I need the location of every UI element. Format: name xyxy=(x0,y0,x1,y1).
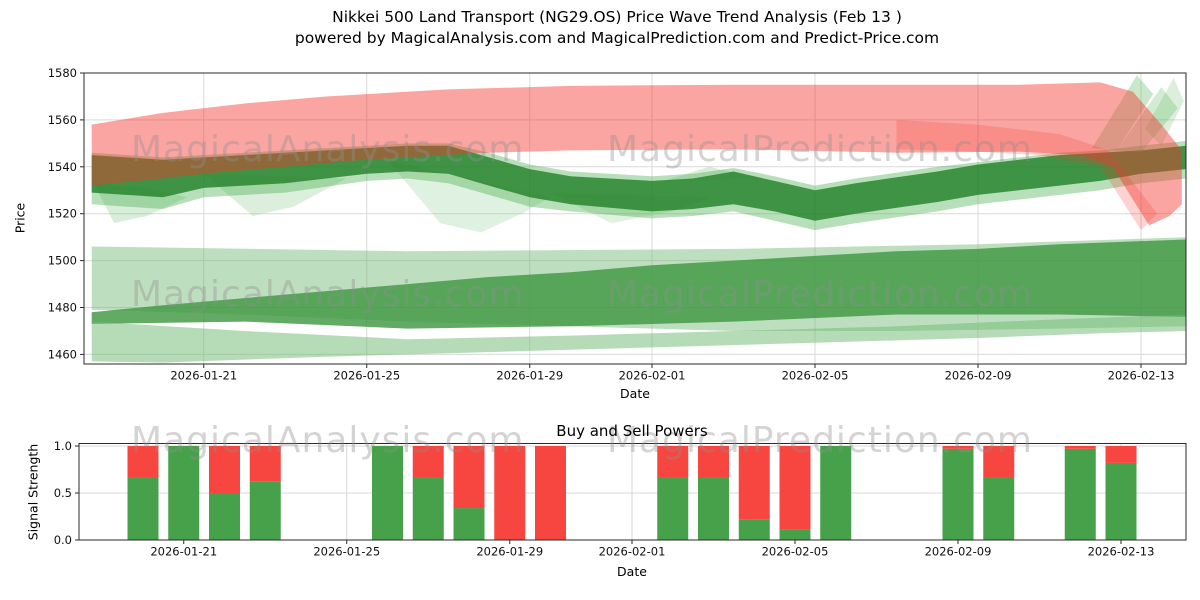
buy-bar-2026-02-12 xyxy=(1064,448,1096,540)
tick-label-y: 1580 xyxy=(48,66,77,80)
tick-label-x: 2026-02-09 xyxy=(925,545,992,559)
tick-label-x: 2026-02-09 xyxy=(945,369,1012,383)
sell-bar-2026-01-27 xyxy=(412,446,444,478)
tick-label-y: 1520 xyxy=(48,207,77,221)
band-sell-band-main xyxy=(91,82,1182,226)
price-axis-label: Price xyxy=(12,202,28,234)
sell-bar-2026-02-04 xyxy=(738,446,770,520)
tick-label-x: 2026-02-01 xyxy=(599,545,666,559)
buy-bar-2026-02-09 xyxy=(942,448,974,540)
band-wisp-3 xyxy=(387,159,551,233)
tick-label-y: 1540 xyxy=(48,160,77,174)
buy-bar-2026-01-28 xyxy=(453,508,485,540)
sell-bar-2026-01-29 xyxy=(494,446,526,540)
band-mid-band-dark xyxy=(91,239,1186,329)
tick-label-x: 2026-02-01 xyxy=(619,369,686,383)
tick-label-x: 2026-01-29 xyxy=(496,369,563,383)
tick-label-x: 2026-02-13 xyxy=(1088,545,1155,559)
tick-label-x: 2026-01-21 xyxy=(170,369,237,383)
buy-bar-2026-01-23 xyxy=(249,481,281,540)
tick-label-y: 0.5 xyxy=(54,486,72,500)
band-spike-3 xyxy=(1145,77,1184,146)
date-axis-label-bottom: Date xyxy=(617,564,647,579)
band-main-band-core xyxy=(91,145,1186,221)
tick-label-y: 1.0 xyxy=(54,439,72,453)
sell-bar-2026-02-13 xyxy=(1105,446,1137,463)
buy-bar-2026-01-26 xyxy=(372,446,403,540)
buy-bar-2026-02-05 xyxy=(779,529,811,540)
figure-title-line1: Nikkei 500 Land Transport (NG29.OS) Pric… xyxy=(332,8,902,26)
band-spike-2 xyxy=(1116,87,1178,153)
tick-label-x: 2026-01-25 xyxy=(313,545,380,559)
tick-label-x: 2026-01-25 xyxy=(333,369,400,383)
buy-bar-2026-01-21 xyxy=(168,446,200,540)
tick-label-y: 1460 xyxy=(48,347,77,361)
buy-bar-2026-02-04 xyxy=(738,519,770,540)
tick-label-x: 2026-01-21 xyxy=(150,545,217,559)
sell-bar-2026-02-05 xyxy=(779,446,811,530)
tick-label-x: 2026-02-05 xyxy=(782,369,849,383)
tick-label-y: 0.0 xyxy=(54,533,72,547)
tick-label-y: 1500 xyxy=(48,254,77,268)
price-plot-frame xyxy=(83,72,1187,365)
signal-axis-label: Signal Strength xyxy=(25,443,41,541)
band-low-band-light xyxy=(91,314,1186,363)
buy-bar-2026-02-10 xyxy=(983,477,1015,540)
buy-bar-2026-01-27 xyxy=(412,477,444,540)
tick-label-x: 2026-02-13 xyxy=(1108,369,1175,383)
buy-bar-2026-02-02 xyxy=(657,477,689,540)
figure-title-line2: powered by MagicalAnalysis.com and Magic… xyxy=(294,29,940,47)
tick-label-x: 2026-01-29 xyxy=(476,545,543,559)
buy-bar-2026-01-22 xyxy=(209,493,240,540)
band-spike-1 xyxy=(1092,75,1154,151)
buy-bar-2026-02-03 xyxy=(698,477,729,540)
date-axis-label-top: Date xyxy=(620,386,650,401)
sell-bar-2026-01-23 xyxy=(249,446,281,482)
tick-label-y: 1480 xyxy=(48,301,77,315)
buy-bar-2026-02-13 xyxy=(1105,462,1137,540)
sell-bar-2026-01-22 xyxy=(209,446,240,493)
buy-bar-2026-02-06 xyxy=(820,446,852,540)
buy-bar-2026-01-20 xyxy=(127,477,159,540)
sell-bar-2026-02-12 xyxy=(1064,446,1096,449)
sell-bar-2026-01-30 xyxy=(535,446,566,540)
sell-bar-2026-01-28 xyxy=(453,446,485,509)
signal-chart-title: Buy and Sell Powers xyxy=(556,422,708,440)
sell-bar-2026-01-20 xyxy=(127,446,159,478)
sell-bar-2026-02-02 xyxy=(657,446,689,478)
tick-label-x: 2026-02-05 xyxy=(762,545,829,559)
sell-bar-2026-02-09 xyxy=(942,446,974,449)
band-sell-band-overlap xyxy=(896,119,1158,231)
tick-label-y: 1560 xyxy=(48,113,77,127)
sell-bar-2026-02-03 xyxy=(698,446,729,478)
sell-bar-2026-02-10 xyxy=(983,446,1015,478)
